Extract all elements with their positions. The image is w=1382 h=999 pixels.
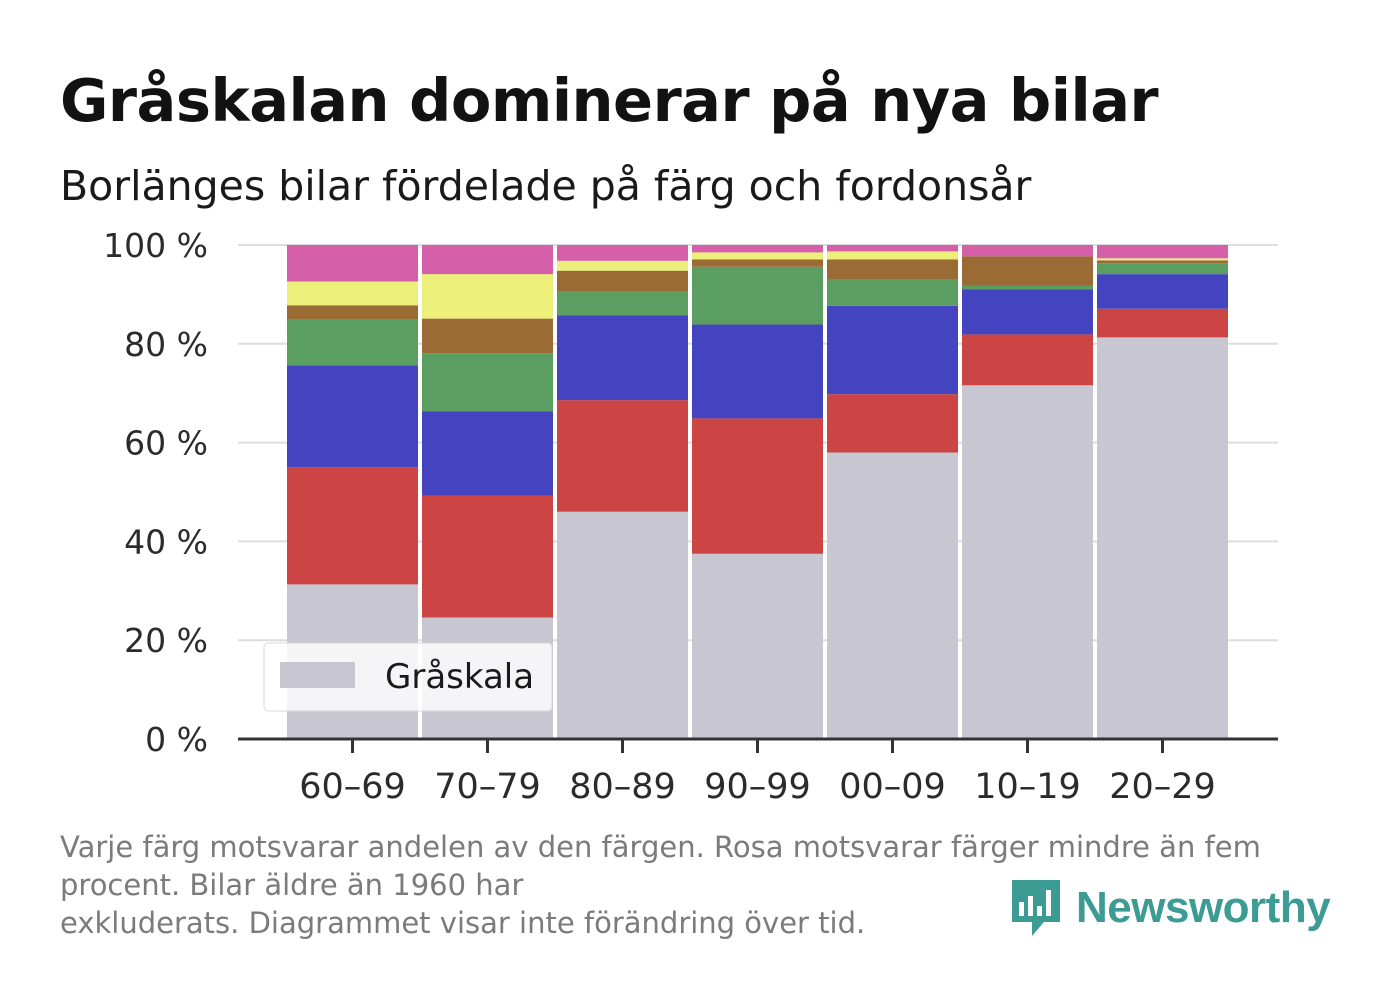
bar-segment xyxy=(1097,245,1228,259)
x-tick-label: 80–89 xyxy=(569,767,676,807)
x-tick-label: 20–29 xyxy=(1109,767,1216,807)
bar-segment xyxy=(692,553,823,739)
bar-segment xyxy=(287,281,418,306)
bar-segment xyxy=(962,385,1093,739)
bar-segment xyxy=(827,259,958,280)
x-tick-label: 10–19 xyxy=(974,767,1081,807)
bar-segment xyxy=(557,245,688,261)
y-tick-label: 100 % xyxy=(103,226,208,265)
bar-segment xyxy=(827,452,958,739)
bar-segment xyxy=(692,266,823,325)
x-tick-label: 70–79 xyxy=(434,767,541,807)
footnote-line-1: Varje färg motsvarar andelen av den färg… xyxy=(60,830,1261,902)
bar-segment xyxy=(557,315,688,401)
bar-segment xyxy=(287,467,418,585)
y-tick-label: 80 % xyxy=(124,325,208,364)
bar-segment xyxy=(962,289,1093,335)
footnote-line-2: exkluderats. Diagrammet visar inte förän… xyxy=(60,906,866,940)
bar-segment xyxy=(692,245,823,253)
bar-segment xyxy=(962,334,1093,386)
legend-box xyxy=(263,642,553,712)
newsworthy-logo: Newsworthy xyxy=(1010,878,1331,938)
footnote: Varje färg motsvarar andelen av den färg… xyxy=(60,828,1300,942)
bar-segment xyxy=(827,251,958,260)
bar-segment xyxy=(422,353,553,412)
x-tick-label: 00–09 xyxy=(839,767,946,807)
bar-segment xyxy=(422,495,553,618)
y-tick-label: 20 % xyxy=(124,621,208,660)
bar-segment xyxy=(962,285,1093,290)
bar-segment xyxy=(692,324,823,419)
bar-segment xyxy=(692,252,823,260)
bar-chart-badge-icon xyxy=(1012,880,1060,936)
bar-segment xyxy=(1097,274,1228,309)
x-tick-label: 90–99 xyxy=(704,767,811,807)
bar-segment xyxy=(962,256,1093,286)
bar-segment xyxy=(1097,258,1228,261)
bar-segment xyxy=(827,394,958,453)
y-axis-ticks: 0 % 20 % 40 % 60 % 80 % 100 % xyxy=(103,226,208,759)
bar-segment xyxy=(287,305,418,320)
legend: Gråskala xyxy=(263,642,553,712)
bar-segment xyxy=(827,279,958,306)
chart-subtitle: Borlänges bilar fördelade på färg och fo… xyxy=(60,162,1032,210)
bar-segment xyxy=(692,418,823,554)
bar-segment xyxy=(1097,263,1228,275)
bar-segment xyxy=(557,400,688,512)
x-tick-label: 60–69 xyxy=(299,767,406,807)
bar-segment xyxy=(962,245,1093,257)
bar-segment xyxy=(827,305,958,395)
bar-segment xyxy=(557,511,688,739)
bar-segment xyxy=(1097,260,1228,264)
y-tick-label: 60 % xyxy=(124,424,208,463)
bar-segment xyxy=(557,270,688,292)
bar-segment xyxy=(422,411,553,496)
bar-segment xyxy=(1097,308,1228,338)
chart-title: Gråskalan dominerar på nya bilar xyxy=(60,66,1159,135)
legend-label-graskala: Gråskala xyxy=(385,657,534,697)
bar-segment xyxy=(287,365,418,468)
x-axis-ticks: 60–69 70–79 80–89 90–99 00–09 10–19 20–29 xyxy=(299,739,1216,807)
bar-segment xyxy=(557,291,688,316)
y-tick-label: 0 % xyxy=(145,720,208,759)
bar-segment xyxy=(557,260,688,271)
bar-segment xyxy=(1097,337,1228,739)
logo-text: Newsworthy xyxy=(1076,883,1331,932)
bar-segment xyxy=(422,318,553,354)
y-tick-label: 40 % xyxy=(124,522,208,561)
bar-segment xyxy=(422,274,553,319)
bar-segment xyxy=(827,245,958,252)
bar-segment xyxy=(422,245,553,275)
bar-segment xyxy=(692,259,823,267)
bar-segment xyxy=(287,319,418,366)
bar-segment xyxy=(287,245,418,282)
legend-swatch-graskala xyxy=(280,662,355,688)
